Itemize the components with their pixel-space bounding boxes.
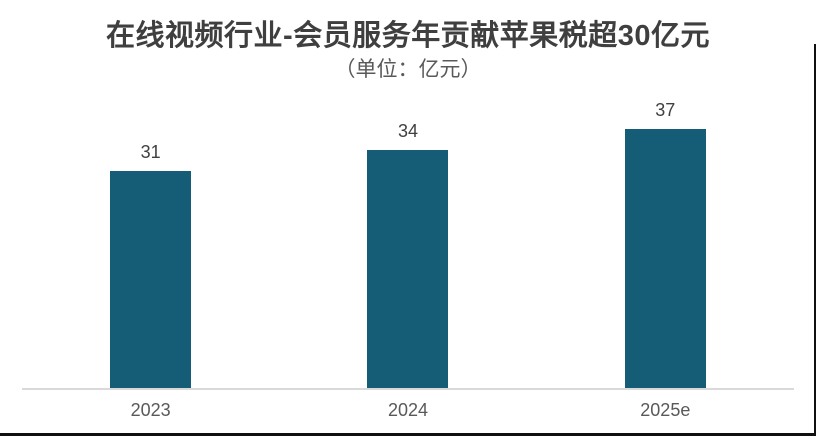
bar-value-label: 34: [397, 121, 418, 141]
bar-value-label: 31: [140, 142, 161, 162]
bar-group: 34: [279, 95, 536, 388]
plot-area: 31 34 37: [22, 95, 794, 390]
chart-subtitle: （单位：亿元）: [334, 58, 482, 81]
chart-title: 在线视频行业-会员服务年贡献苹果税超30亿元: [106, 20, 710, 52]
frame-edge-right: [814, 44, 816, 436]
bar-value-label: 37: [655, 100, 676, 120]
x-axis-label-row: 2023 2024 2025e: [22, 401, 794, 419]
bar: [367, 150, 449, 388]
bar-group: 37: [537, 95, 794, 388]
frame-edge-bottom: [0, 433, 816, 436]
x-axis-label: 2024: [387, 400, 429, 420]
bar-group: 31: [22, 95, 279, 388]
bar: [624, 129, 706, 388]
x-axis-label: 2025e: [640, 400, 691, 420]
bar: [110, 171, 192, 388]
x-axis-label: 2023: [130, 400, 171, 420]
